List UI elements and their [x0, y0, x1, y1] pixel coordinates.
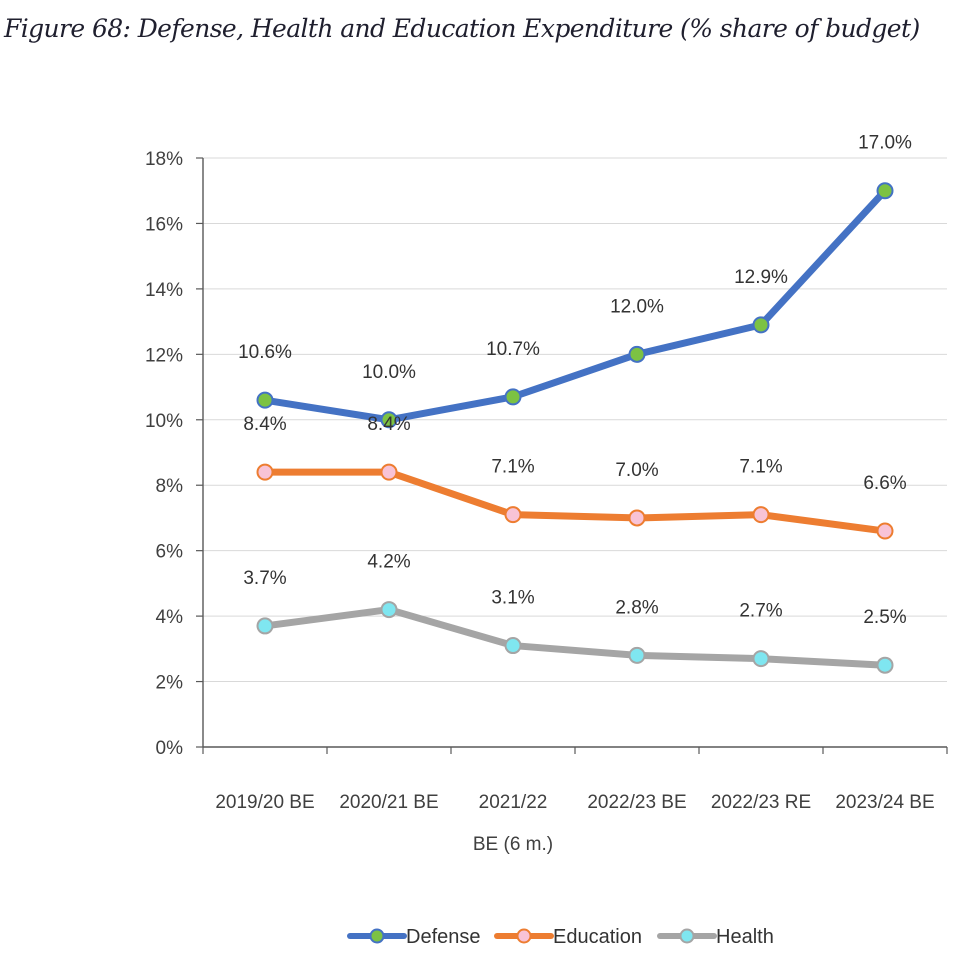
- y-tick-label: 8%: [156, 476, 184, 497]
- x-tick-label: 2019/20 BE: [215, 792, 314, 813]
- x-tick-label: 2021/22: [479, 792, 548, 813]
- data-point-health: [504, 637, 522, 655]
- data-point-defense: [256, 391, 274, 409]
- data-label-education: 7.0%: [615, 460, 658, 481]
- y-tick-label: 10%: [145, 411, 183, 432]
- data-point-education: [876, 522, 894, 540]
- y-tick-label: 16%: [145, 214, 183, 235]
- data-point-education: [628, 509, 646, 527]
- data-label-defense: 10.7%: [486, 339, 540, 360]
- data-point-defense: [628, 345, 646, 363]
- data-point-health: [256, 617, 274, 635]
- data-label-health: 4.2%: [367, 552, 410, 573]
- data-label-education: 7.1%: [491, 457, 534, 478]
- y-tick-label: 4%: [156, 607, 184, 628]
- series-line-health: [261, 606, 889, 669]
- data-point-education: [256, 463, 274, 481]
- legend-label-education: Education: [553, 926, 642, 948]
- data-label-health: 3.7%: [243, 568, 286, 589]
- x-tick-label: 2023/24 BE: [835, 792, 934, 813]
- data-label-defense: 12.9%: [734, 267, 788, 288]
- data-label-defense: 12.0%: [610, 296, 664, 317]
- x-tick-labels: 2019/20 BE 2020/21 BE 2021/22 BE (6 m.) 2022…: [215, 792, 934, 855]
- data-label-education: 6.6%: [863, 473, 906, 494]
- data-label-defense: 17.0%: [858, 133, 912, 154]
- series-group: [256, 182, 894, 674]
- data-point-education: [752, 506, 770, 524]
- chart-title: Figure 68: Defense, Health and Education…: [4, 14, 920, 43]
- data-label-defense: 10.6%: [238, 342, 292, 363]
- y-tick-label: 0%: [156, 738, 184, 759]
- legend-label-health: Health: [716, 926, 774, 948]
- y-tick-label: 14%: [145, 280, 183, 301]
- data-point-defense: [504, 388, 522, 406]
- data-point-defense: [380, 411, 398, 429]
- axes: [196, 157, 948, 754]
- data-label-education: 8.4%: [367, 414, 410, 435]
- y-tick-label: 18%: [145, 149, 183, 170]
- legend-marker-health: [679, 928, 695, 944]
- y-tick-label: 6%: [156, 542, 184, 563]
- y-tick-label: 12%: [145, 345, 183, 366]
- data-point-health: [628, 646, 646, 664]
- legend-label-defense: Defense: [406, 926, 481, 948]
- data-point-health: [876, 656, 894, 674]
- data-label-education: 8.4%: [243, 414, 286, 435]
- series-line-defense: [261, 187, 889, 424]
- x-tick-label: BE (6 m.): [473, 834, 553, 855]
- data-point-health: [752, 650, 770, 668]
- x-tick-label: 2022/23 RE: [711, 792, 811, 813]
- legend-marker-education: [516, 928, 532, 944]
- data-label-health: 3.1%: [491, 588, 534, 609]
- legend: Defense Education Health: [347, 926, 774, 948]
- series-line-education: [261, 468, 889, 535]
- data-label-health: 2.8%: [615, 597, 658, 618]
- data-point-education: [504, 506, 522, 524]
- legend-marker-defense: [369, 928, 385, 944]
- data-label-health: 2.7%: [739, 601, 782, 622]
- data-point-health: [380, 601, 398, 619]
- data-point-education: [380, 463, 398, 481]
- gridlines: [203, 157, 947, 683]
- x-tick-label: 2022/23 BE: [587, 792, 686, 813]
- data-point-defense: [876, 182, 894, 200]
- data-point-defense: [752, 316, 770, 334]
- data-labels: 10.6% 10.0% 10.7% 12.0% 12.9% 17.0% 8.4% 8.4% 7.…: [238, 133, 912, 628]
- data-label-defense: 10.0%: [362, 362, 416, 383]
- data-label-education: 7.1%: [739, 457, 782, 478]
- y-tick-label: 2%: [156, 673, 184, 694]
- y-tick-labels: 0% 2% 4% 6% 8% 10% 12% 14% 16% 18%: [145, 149, 183, 759]
- data-label-health: 2.5%: [863, 607, 906, 628]
- x-tick-label: 2020/21 BE: [339, 792, 438, 813]
